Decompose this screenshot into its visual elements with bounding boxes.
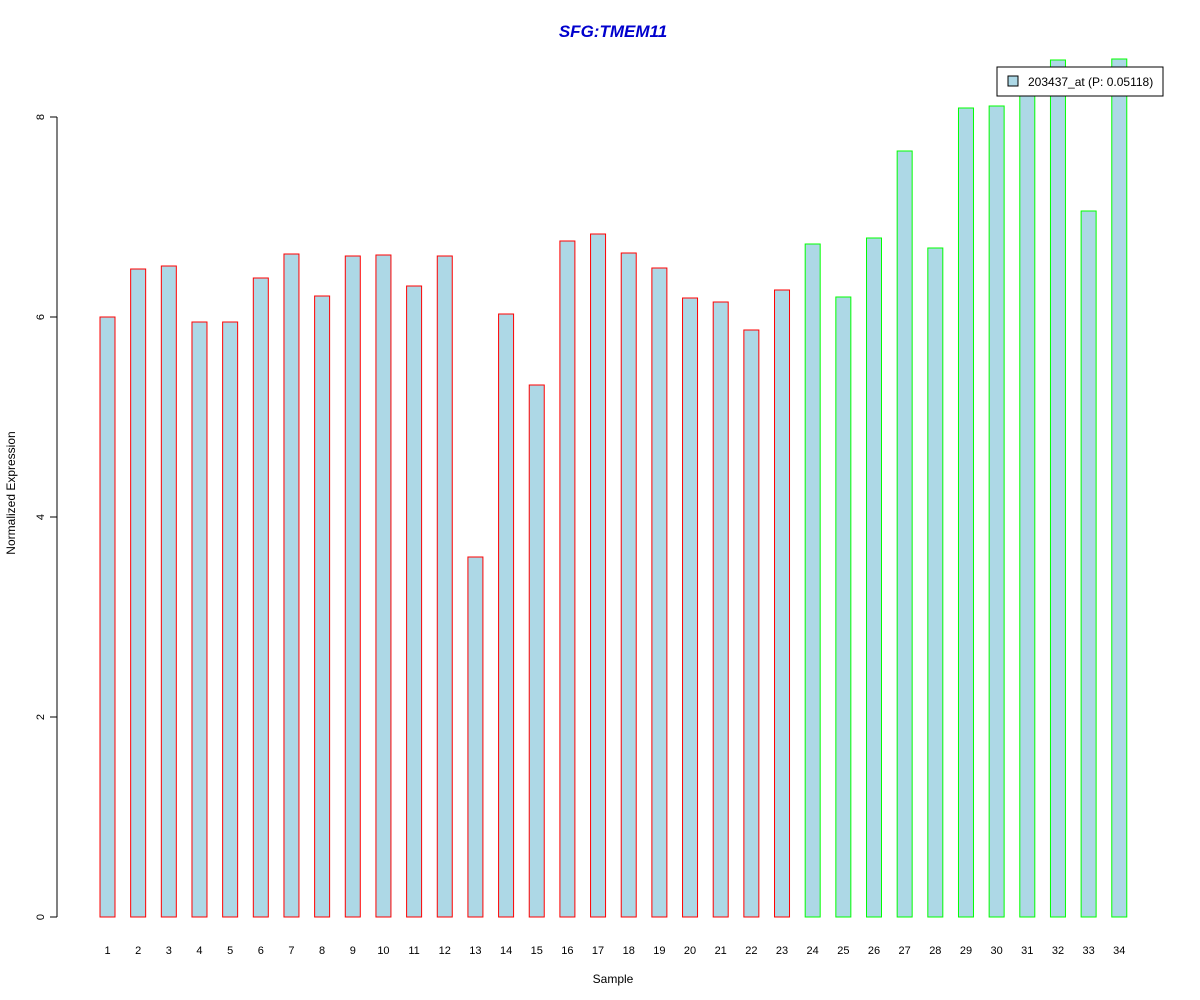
bar-sample-29 [957, 107, 974, 918]
bar-sample-28 [927, 247, 944, 918]
y-axis-label: Normalized Expression [4, 431, 18, 554]
bar-sample-25 [835, 296, 852, 918]
bar-sample-6 [252, 277, 269, 918]
bar-sample-11 [406, 285, 423, 918]
bar-sample-27 [896, 150, 913, 918]
bar-sample-18 [620, 252, 637, 918]
bar-sample-24 [804, 243, 821, 918]
x-tick-label: 6 [258, 945, 264, 957]
x-tick-label: 15 [531, 945, 543, 957]
x-tick-label: 21 [715, 945, 727, 957]
x-tick-label: 3 [166, 945, 172, 957]
bar-sample-1 [99, 316, 116, 918]
bar-sample-30 [988, 105, 1005, 918]
bar-sample-3 [160, 265, 177, 918]
bar-sample-22 [743, 329, 760, 918]
bar-sample-14 [498, 313, 515, 918]
y-tick-label: 0 [35, 914, 47, 920]
x-tick-label: 32 [1052, 945, 1064, 957]
x-tick-label: 13 [469, 945, 481, 957]
bar-sample-13 [467, 556, 484, 918]
bar-sample-10 [375, 254, 392, 918]
bar-sample-12 [436, 255, 453, 918]
legend-box [996, 66, 1164, 97]
x-tick-label: 29 [960, 945, 972, 957]
bar-sample-16 [559, 240, 576, 918]
x-tick-label: 14 [500, 945, 512, 957]
bar-sample-19 [651, 267, 668, 918]
x-tick-label: 4 [196, 945, 202, 957]
x-tick-label: 16 [561, 945, 573, 957]
y-tick-label: 8 [35, 114, 47, 120]
bar-sample-31 [1019, 91, 1036, 918]
bars [99, 58, 1128, 918]
y-tick-label: 6 [35, 314, 47, 320]
bar-sample-26 [866, 237, 882, 918]
bar-sample-2 [130, 268, 147, 918]
bar-sample-5 [222, 321, 239, 918]
legend-swatch [1007, 75, 1019, 87]
x-tick-label: 8 [319, 945, 325, 957]
x-tick-label: 7 [288, 945, 294, 957]
x-tick-label: 2 [135, 945, 141, 957]
x-tick-label: 17 [592, 945, 604, 957]
x-tick-label: 28 [929, 945, 941, 957]
x-tick-label: 12 [439, 945, 451, 957]
legend-label: 203437_at (P: 0.05118) [1028, 75, 1153, 89]
x-tick-label: 1 [104, 945, 110, 957]
bar-sample-17 [590, 233, 607, 918]
x-tick-label: 20 [684, 945, 696, 957]
bar-sample-33 [1080, 210, 1097, 918]
y-tick-label: 2 [35, 714, 47, 720]
x-tick-label: 33 [1082, 945, 1094, 957]
bar-sample-32 [1049, 59, 1066, 918]
y-tick-label: 4 [35, 514, 47, 520]
x-tick-label: 30 [991, 945, 1003, 957]
x-tick-label: 19 [653, 945, 665, 957]
legend: 203437_at (P: 0.05118) [996, 66, 1164, 97]
x-tick-label: 26 [868, 945, 880, 957]
x-tick-label: 25 [837, 945, 849, 957]
x-tick-label: 23 [776, 945, 788, 957]
bar-sample-7 [283, 253, 300, 918]
x-tick-label: 27 [899, 945, 911, 957]
x-tick-label: 11 [408, 945, 419, 957]
bar-sample-9 [344, 255, 361, 918]
bar-sample-8 [314, 295, 331, 918]
x-tick-label: 18 [623, 945, 635, 957]
bar-sample-34 [1111, 58, 1128, 918]
x-tick-label: 9 [350, 945, 356, 957]
bar-sample-23 [774, 289, 791, 918]
bar-sample-21 [712, 301, 729, 918]
x-tick-label: 34 [1113, 945, 1125, 957]
x-tick-label: 24 [807, 945, 819, 957]
x-tick-label: 10 [377, 945, 389, 957]
bar-sample-4 [191, 321, 208, 918]
x-tick-labels: 1 2 3 4 5 6 7 8 9 10 11 12 13 14 15 16 17 18 19 20 21 22 23 24 2… [104, 945, 1125, 957]
x-tick-label: 5 [227, 945, 233, 957]
x-axis-label: Sample [593, 972, 634, 986]
x-tick-label: 31 [1021, 945, 1033, 957]
x-tick-label: 22 [745, 945, 757, 957]
y-axis: 0 2 4 6 8 [35, 114, 58, 920]
chart-title: SFG:TMEM11 [559, 22, 667, 41]
bar-sample-15 [528, 384, 545, 918]
bar-sample-20 [682, 297, 699, 918]
